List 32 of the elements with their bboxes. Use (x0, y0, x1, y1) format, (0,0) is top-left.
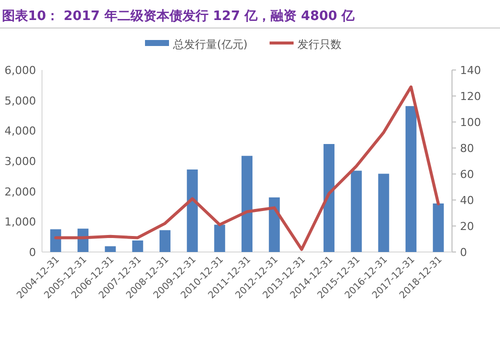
bar (406, 106, 416, 252)
y2-tick-label: 40 (460, 194, 474, 207)
bar (378, 174, 390, 252)
y2-tick-label: 80 (460, 142, 474, 155)
bar (242, 156, 252, 252)
y-tick-label: 6,000 (4, 64, 36, 77)
y2-tick-label: 20 (460, 220, 474, 233)
y-tick-label: 1,000 (4, 216, 36, 229)
bar (324, 144, 334, 252)
y2-tick-label: 120 (460, 90, 481, 103)
y-tick-label: 5,000 (4, 94, 36, 108)
line-series (54, 85, 440, 251)
bar (186, 169, 198, 252)
y2-tick-label: 60 (460, 168, 474, 181)
bar (350, 170, 362, 252)
bar (432, 203, 444, 252)
y-tick-label: 2,000 (4, 185, 36, 198)
y-tick-label: 4,000 (4, 124, 36, 138)
legend-label: 发行只数 (298, 38, 342, 51)
y2-tick-label: 140 (460, 64, 481, 77)
chart-title: 图表10： 2017 年二级资本债发行 127 亿，融资 4800 亿 (2, 9, 356, 24)
y2-tick-label: 0 (460, 246, 467, 259)
bar (214, 224, 226, 252)
bar (160, 230, 170, 252)
y-tick-label: 3,000 (4, 155, 36, 168)
bar (50, 229, 62, 252)
bar (132, 240, 144, 252)
y2-tick-label: 100 (460, 116, 481, 129)
bar (268, 197, 280, 252)
bar (104, 246, 116, 252)
legend-label: 总发行量(亿元) (172, 38, 248, 51)
y-tick-label: 0 (29, 246, 36, 259)
